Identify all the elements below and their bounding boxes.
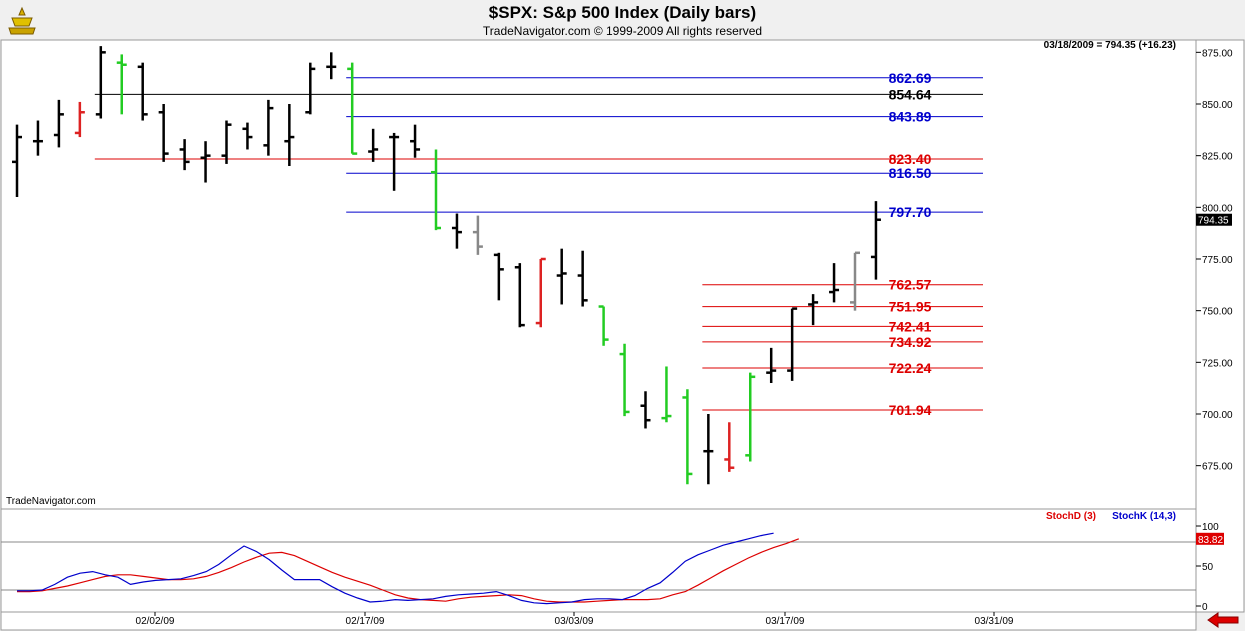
stoch-value-box (1196, 532, 1224, 545)
ohlc-bar (682, 389, 693, 485)
chart-title: $SPX: S&p 500 Index (Daily bars) (488, 3, 757, 22)
stochastic-layer: 0 50 100 83.82 (1, 522, 1224, 613)
last-quote: 03/18/2009 = 794.35 (+16.23) (1044, 40, 1176, 51)
y-tick-label: 800.00 (1202, 203, 1233, 214)
y-tick-label: 825.00 (1202, 152, 1233, 163)
ohlc-bar (850, 251, 860, 311)
level-label: 797.70 (889, 204, 932, 220)
ohlc-bar (808, 294, 819, 326)
ohlc-bar (870, 201, 881, 280)
x-tick-label: 02/17/09 (346, 616, 385, 627)
ohlc-bar (766, 347, 777, 383)
level-label: 816.50 (889, 165, 932, 181)
stochastic-panel (0, 508, 1197, 613)
ohlc-bar (368, 128, 379, 162)
ohlc-bar (326, 52, 337, 80)
level-label: 734.92 (889, 334, 932, 350)
y-tick-label: 875.00 (1202, 48, 1233, 59)
x-axis-area (0, 611, 1197, 631)
ohlc-bar (221, 120, 232, 164)
stoch-tick-label: 0 (1202, 602, 1208, 613)
ohlc-bar (137, 62, 148, 121)
level-label: 742.41 (889, 318, 932, 334)
level-label: 823.40 (889, 151, 932, 167)
y-tick-label: 675.00 (1202, 462, 1233, 473)
ohlc-bar (12, 124, 22, 197)
ohlc-bar (724, 422, 735, 472)
price-axis: 675.00 700.00 725.00 750.00 775.00 800.00 825.… (1196, 48, 1233, 473)
ohlc-bar (829, 263, 840, 303)
stoch-line (17, 532, 774, 605)
ohlc-bar (661, 366, 672, 423)
ohlc-bar (556, 248, 567, 305)
y-tick-label: 775.00 (1202, 255, 1233, 266)
stoch-line (17, 538, 800, 603)
level-label: 843.89 (889, 109, 932, 125)
y-tick-label: 850.00 (1202, 100, 1233, 111)
copyright-line: TradeNavigator.com © 1999-2009 All right… (482, 24, 763, 38)
ohlc-bar (598, 305, 609, 346)
stoch-d-legend: StochD (3) (1046, 511, 1096, 522)
x-tick-label: 03/31/09 (975, 616, 1014, 627)
ohlc-bar (200, 141, 211, 183)
ohlc-bar (74, 101, 85, 138)
watermark: TradeNavigator.com (6, 496, 96, 507)
level-label: 862.69 (889, 70, 932, 86)
x-tick-label: 02/02/09 (136, 616, 175, 627)
ohlc-bar (619, 343, 630, 417)
level-label: 762.57 (889, 277, 932, 293)
ohlc-bar (116, 54, 127, 115)
ohlc-bar (95, 46, 106, 119)
y-tick-label: 750.00 (1202, 307, 1233, 318)
back-arrow-icon[interactable] (1206, 612, 1240, 628)
y-axis-area (1195, 39, 1245, 613)
ohlc-bar (431, 149, 441, 231)
ohlc-bar (703, 414, 714, 485)
ohlc-bar (787, 307, 798, 381)
ohlc-bar (451, 213, 462, 249)
ohlc-bar (745, 372, 756, 462)
ohlc-bar (389, 132, 400, 191)
ohlc-bar (514, 263, 525, 328)
ohlc-bar (32, 120, 43, 156)
x-tick-label: 03/17/09 (766, 616, 805, 627)
price-panel (0, 39, 1197, 510)
stoch-tick-label: 50 (1202, 562, 1214, 573)
stoch-k-legend: StochK (14,3) (1112, 511, 1176, 522)
last-price-label: 794.35 (1198, 216, 1229, 227)
level-label: 854.64 (889, 86, 932, 102)
ohlc-bar (577, 250, 588, 307)
date-axis: 02/02/09 02/17/09 03/03/09 03/17/09 03/31/09 (136, 612, 1014, 627)
bars-layer (12, 46, 881, 485)
ohlc-bar (493, 252, 504, 301)
level-label: 751.95 (889, 299, 932, 315)
ohlc-bar (347, 62, 358, 155)
y-tick-label: 725.00 (1202, 358, 1233, 369)
ohlc-bar (242, 122, 253, 150)
ohlc-bar (179, 139, 190, 171)
ohlc-bar (158, 104, 169, 162)
ohlc-bar (53, 99, 64, 148)
last-price-box (1196, 213, 1232, 226)
ohlc-bar (284, 104, 295, 166)
stoch-tick-label: 100 (1202, 522, 1219, 533)
level-label: 722.24 (889, 360, 932, 376)
stoch-value-label: 83.82 (1198, 535, 1223, 546)
ohlc-bar (472, 215, 483, 255)
logo-icon (8, 6, 36, 35)
ohlc-bar (305, 62, 316, 115)
ohlc-bar (263, 99, 274, 156)
y-tick-label: 700.00 (1202, 410, 1233, 421)
ohlc-bar (535, 257, 546, 328)
ohlc-bar (410, 124, 421, 158)
x-tick-label: 03/03/09 (555, 616, 594, 627)
ohlc-bar (640, 391, 651, 429)
level-label: 701.94 (889, 402, 932, 418)
